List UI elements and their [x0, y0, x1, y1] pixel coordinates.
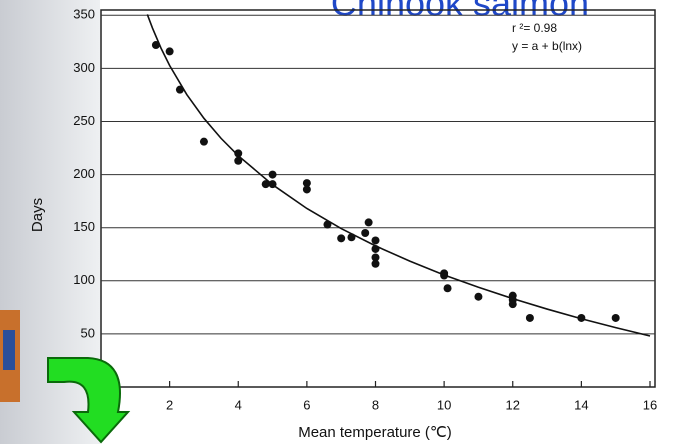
data-point [361, 229, 370, 238]
data-point [199, 137, 208, 146]
y-tick-label: 100 [73, 272, 95, 287]
data-point [175, 85, 184, 94]
data-point [525, 313, 534, 322]
x-tick-label: 4 [235, 397, 242, 412]
green-arrow [47, 357, 131, 444]
data-point [261, 180, 270, 189]
data-point [371, 244, 380, 253]
x-tick-label: 2 [166, 397, 173, 412]
x-tick-label: 10 [437, 397, 451, 412]
y-tick-label: 50 [81, 325, 95, 340]
y-tick-label: 200 [73, 166, 95, 181]
x-axis-label: Mean temperature (℃) [298, 424, 452, 441]
data-point [268, 180, 277, 189]
data-point [440, 271, 449, 280]
x-tick-label: 16 [643, 397, 657, 412]
fit-curve [146, 14, 651, 337]
y-tick-label: 150 [73, 219, 95, 234]
plot-frame [100, 9, 656, 388]
data-point [371, 236, 380, 245]
y-tick-label: 350 [73, 7, 95, 22]
y-tick-label: 300 [73, 60, 95, 75]
data-point [302, 179, 311, 188]
data-point [371, 259, 380, 268]
data-point [302, 185, 311, 194]
data-point [323, 220, 332, 229]
x-tick-label: 14 [574, 397, 588, 412]
data-point [234, 149, 243, 158]
data-point [611, 313, 620, 322]
x-tick-label: 8 [372, 397, 379, 412]
photo-fragment [3, 330, 15, 370]
data-point [337, 234, 346, 243]
annotation: y = a + b(lnx) [512, 39, 582, 53]
data-point [268, 170, 277, 179]
data-point [508, 300, 517, 309]
annotation: r ²= 0.98 [512, 21, 557, 35]
y-axis-label: Days [29, 198, 46, 232]
y-tick-label: 250 [73, 113, 95, 128]
data-point [234, 156, 243, 165]
data-point [151, 41, 160, 50]
data-point [364, 218, 373, 227]
data-point [371, 253, 380, 262]
data-point [165, 47, 174, 56]
data-point [577, 313, 586, 322]
figure-background [100, 0, 673, 444]
x-tick-label: 6 [303, 397, 310, 412]
x-tick-label: 12 [506, 397, 520, 412]
data-point [474, 292, 483, 301]
data-point [443, 284, 452, 293]
data-point [347, 233, 356, 242]
chart-title: Chinook salmon [331, 0, 589, 24]
